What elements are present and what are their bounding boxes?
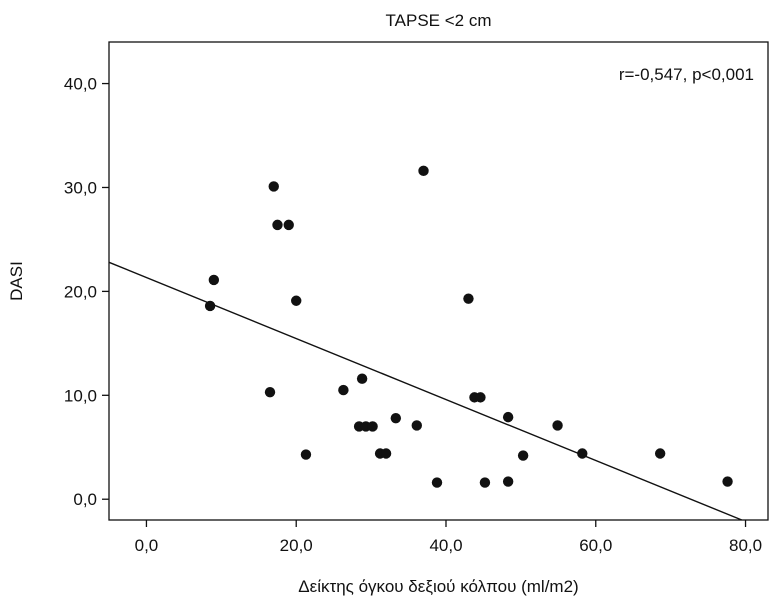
data-point (272, 219, 283, 231)
y-tick-label: 0,0 (73, 490, 97, 509)
x-tick-label: 80,0 (729, 536, 762, 555)
data-point (367, 421, 378, 432)
data-point (479, 477, 491, 488)
x-axis: 0,0 20,0 40,0 60,0 80,0 (135, 520, 762, 555)
y-tick-label: 10,0 (64, 386, 97, 405)
data-point (431, 477, 443, 488)
data-point (300, 449, 312, 460)
data-point (283, 219, 294, 231)
x-axis-label: Δείκτης όγκου δεξιού κόλπου (ml/m2) (298, 577, 578, 596)
correlation-annotation: r=-0,547, p<0,001 (619, 65, 754, 84)
data-point (502, 411, 514, 423)
y-tick-label: 30,0 (64, 178, 97, 197)
data-point (552, 420, 563, 431)
y-axis: 0,0 10,0 20,0 30,0 40,0 (64, 75, 109, 509)
data-point (463, 293, 474, 304)
data-point (577, 448, 588, 459)
data-point (418, 165, 429, 177)
data-point (291, 295, 302, 306)
data-point (356, 373, 368, 384)
data-point (517, 450, 529, 461)
data-point (722, 476, 733, 487)
data-point (204, 300, 216, 312)
data-points (204, 165, 733, 488)
x-tick-label: 60,0 (579, 536, 612, 555)
data-point (390, 412, 402, 424)
x-tick-label: 20,0 (280, 536, 313, 555)
data-point (338, 384, 349, 396)
y-tick-label: 40,0 (64, 75, 97, 94)
data-point (264, 386, 276, 398)
data-point (380, 448, 392, 459)
data-point (502, 476, 514, 487)
chart-title: TAPSE <2 cm (386, 11, 492, 30)
x-tick-label: 0,0 (135, 536, 159, 555)
data-point (475, 392, 486, 403)
x-tick-label: 40,0 (429, 536, 462, 555)
plot-area-frame (108, 41, 769, 521)
data-point (411, 420, 422, 431)
y-tick-label: 20,0 (64, 282, 97, 301)
data-point (268, 181, 279, 192)
data-point (654, 448, 666, 459)
data-point (208, 274, 220, 286)
y-axis-label: DASI (7, 261, 26, 301)
